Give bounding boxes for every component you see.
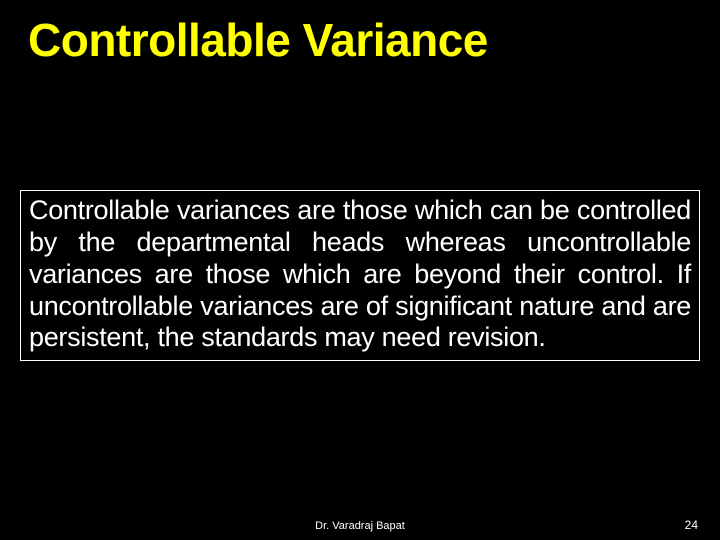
footer-page-number: 24: [685, 518, 698, 532]
slide-body-text: Controllable variances are those which c…: [29, 195, 691, 354]
slide-title: Controllable Variance: [28, 16, 692, 66]
presentation-slide: Controllable Variance Controllable varia…: [0, 0, 720, 540]
content-box: Controllable variances are those which c…: [20, 190, 700, 361]
footer-author: Dr. Varadraj Bapat: [0, 520, 720, 532]
